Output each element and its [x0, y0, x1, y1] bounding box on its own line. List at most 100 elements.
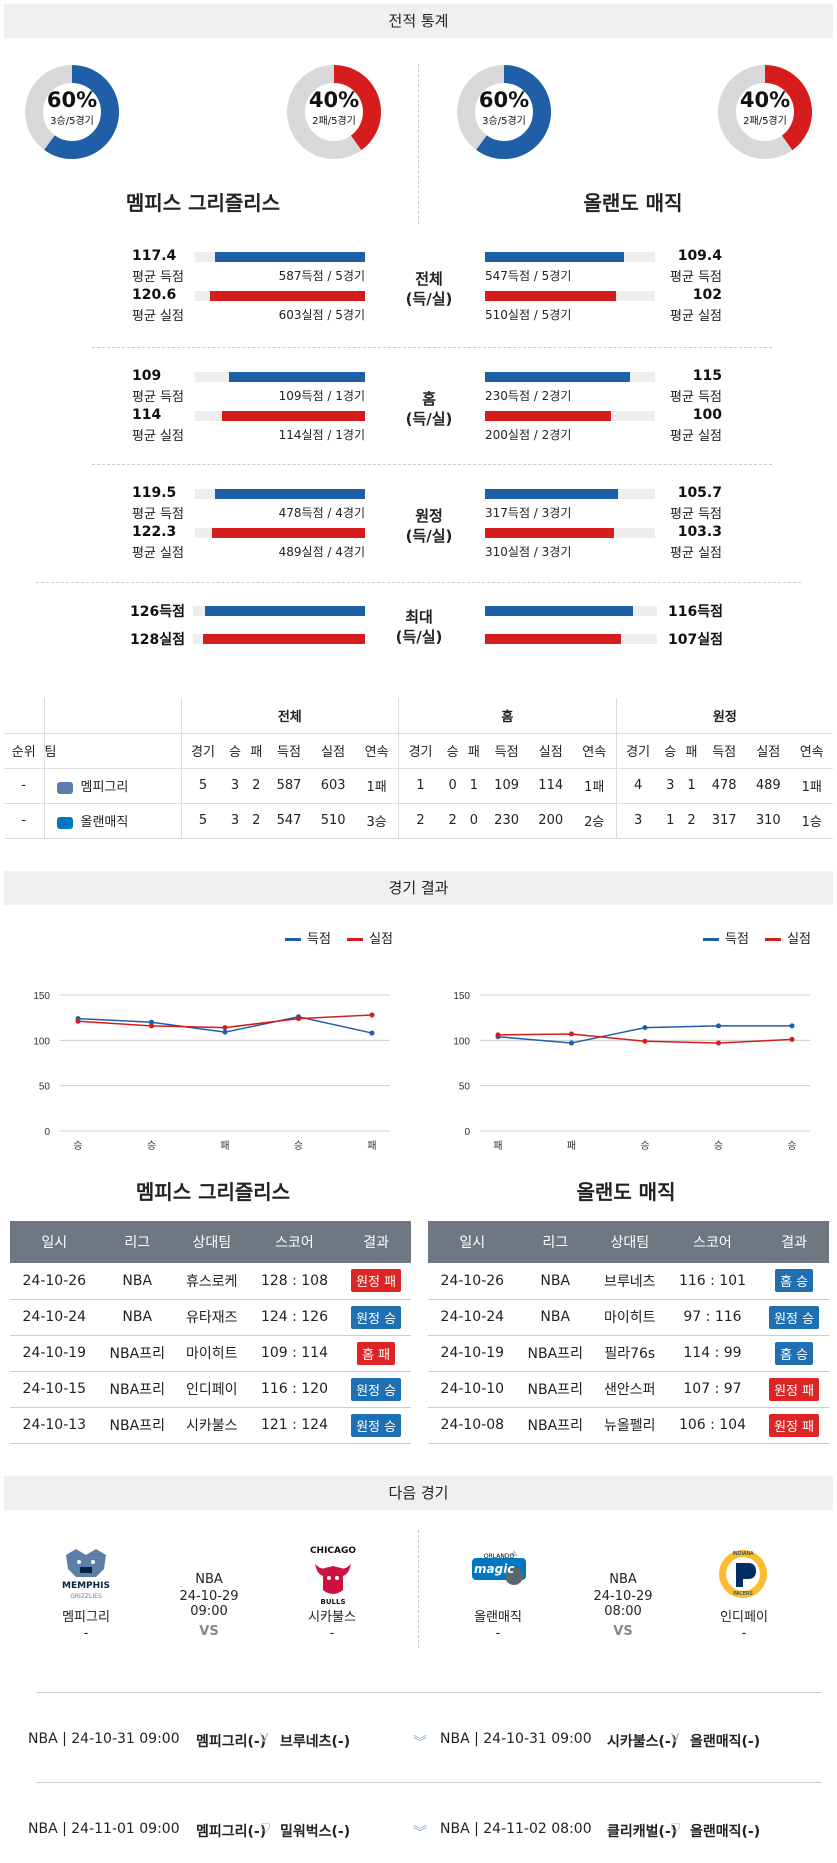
legend-label: 실점 [787, 932, 811, 947]
upcoming-away-left[interactable]: 밀워벅스(-) [280, 1824, 351, 1840]
col-header: 팀 [43, 733, 181, 769]
upcoming-info-right[interactable]: NBA | 24-11-02 08:00 [440, 1821, 592, 1837]
logo-subtext: BULLS [320, 1598, 346, 1606]
avg-score-left: 109 [132, 368, 162, 384]
upcoming-home-left[interactable]: 멤피그리(-) [196, 1824, 267, 1840]
table-cell: 원정 승 [341, 1371, 411, 1408]
table-cell: 홈 승 [759, 1263, 829, 1300]
table-cell: 1 [680, 768, 703, 804]
data-point [569, 1040, 574, 1046]
table-cell: 1승 [790, 803, 833, 839]
table-cell: NBA [98, 1263, 176, 1300]
table-row: 24-10-24 NBA 마이히트 97 : 116 원정 승 [428, 1299, 829, 1336]
table-cell: 24-10-24 [428, 1299, 517, 1336]
table-cell[interactable]: 유타재즈 [175, 1299, 248, 1336]
loss-bar-caption: 310실점 / 3경기 [485, 545, 572, 559]
legend-label: 득점 [307, 932, 331, 947]
avg-loss-right: 103.3 [677, 524, 722, 540]
divider [92, 347, 772, 348]
shield-icon: ⛉ [261, 1821, 271, 1835]
table-cell[interactable]: 마이히트 [175, 1335, 248, 1372]
donut-arc [25, 65, 119, 159]
compare-label-2: (득/실) [405, 410, 453, 428]
max-loss-right: 107실점 [668, 632, 723, 648]
col-header: 상대팀 [593, 1221, 666, 1263]
upcoming-info-right[interactable]: NBA | 24-10-31 09:00 [440, 1731, 592, 1747]
table-cell: 1 [463, 768, 485, 804]
divider [36, 582, 801, 583]
table-cell[interactable]: 뉴올펠리 [593, 1407, 666, 1444]
upcoming-home-right[interactable]: 클리캐벌(-) [607, 1824, 678, 1840]
result-badge: 원정 승 [351, 1305, 402, 1329]
col-header: 실점 [311, 733, 356, 769]
table-cell: 24-10-19 [428, 1335, 517, 1372]
donut-percent: 40% [739, 88, 791, 112]
table-cell[interactable]: 마이히트 [593, 1299, 666, 1336]
score-bar-right [485, 372, 630, 382]
x-tick-label: 승 [147, 1140, 156, 1150]
team-name[interactable]: 멤피그리 [80, 780, 129, 795]
next-left-home-name[interactable]: 멤피그리 [62, 1610, 110, 1625]
col-header: 연속 [790, 733, 833, 769]
table-cell[interactable]: 시카불스 [175, 1407, 248, 1444]
col-header: 득점 [702, 733, 747, 769]
chevron-down-icon[interactable]: ︾ [413, 1825, 427, 1841]
table-row: - 올랜매직 5 3 2 547 510 3승 2 2 0 230 200 2승 3 1 2 317 310 1승 [4, 803, 833, 839]
divider [36, 1782, 821, 1783]
table-row: 24-10-10 NBA프리 샌안스퍼 107 : 97 원정 패 [428, 1371, 829, 1408]
donut-caption: 2패/5경기 [312, 116, 356, 127]
donut-chart [457, 65, 551, 159]
table-cell: 116 : 120 [247, 1371, 342, 1408]
col-header: 패 [463, 733, 485, 769]
table-row: - 멤피그리 5 3 2 587 603 1패 1 0 1 109 114 1패 4 3 1 478 489 1패 [4, 768, 833, 804]
table-cell[interactable]: 필라76s [593, 1335, 666, 1372]
loss-bar-caption: 510실점 / 5경기 [485, 308, 572, 322]
data-point [369, 1012, 375, 1018]
table-cell: 원정 승 [341, 1299, 411, 1336]
table-cell: 홈 승 [759, 1335, 829, 1372]
x-tick-label: 패 [220, 1140, 229, 1150]
avg-score-caption: 평균 득점 [132, 507, 184, 522]
table-row: 24-10-26 NBA 휴스로케 128 : 108 원정 패 [10, 1263, 411, 1300]
logo-subtext: magic [474, 1562, 515, 1576]
team-name[interactable]: 올랜매직 [80, 815, 129, 830]
next-left-away-name[interactable]: 시카불스 [308, 1610, 356, 1625]
result-badge: 원정 승 [351, 1413, 402, 1437]
donut-percent: 40% [308, 88, 360, 112]
table-cell[interactable]: 휴스로케 [175, 1263, 248, 1300]
max-label-2: (득/실) [395, 628, 443, 646]
upcoming-info-left[interactable]: NBA | 24-10-31 09:00 [28, 1731, 180, 1747]
table-cell: 2 [245, 768, 267, 804]
table-cell: NBA [98, 1299, 176, 1336]
col-header: 경기 [615, 733, 660, 769]
upcoming-away-right[interactable]: 올랜매직(-) [690, 1824, 761, 1840]
table-cell: 3 [615, 803, 660, 839]
donut-right-win: 60% 3승/5경기 [457, 65, 551, 159]
x-tick-label: 패 [367, 1140, 376, 1150]
col-header: 리그 [516, 1221, 594, 1263]
next-right-away-name[interactable]: 인디페이 [720, 1610, 768, 1625]
memphis-logo-icon [56, 781, 73, 794]
table-cell[interactable]: 샌안스퍼 [593, 1371, 666, 1408]
team-title-right: 올랜도 매직 [583, 191, 683, 215]
chevron-down-icon[interactable]: ︾ [413, 1735, 427, 1751]
table-cell[interactable]: 인디페이 [175, 1371, 248, 1408]
upcoming-home-left[interactable]: 멤피그리(-) [196, 1734, 267, 1750]
table-cell: 489 [746, 768, 791, 804]
team-cell[interactable]: 멤피그리 [43, 768, 181, 804]
magic-logo-icon: ORLANDO magic [470, 1550, 528, 1594]
next-right-league: NBA [609, 1572, 637, 1587]
table-cell[interactable]: 브루네츠 [593, 1263, 666, 1300]
avg-loss-caption: 평균 실점 [670, 429, 722, 444]
team-cell[interactable]: 올랜매직 [43, 803, 181, 839]
upcoming-away-left[interactable]: 브루네츠(-) [280, 1734, 351, 1750]
col-header: 결과 [759, 1221, 829, 1263]
table-cell: 24-10-24 [10, 1299, 99, 1336]
col-header: 일시 [428, 1221, 517, 1263]
table-cell: NBA프리 [98, 1407, 176, 1444]
upcoming-info-left[interactable]: NBA | 24-11-01 09:00 [28, 1821, 180, 1837]
upcoming-away-right[interactable]: 올랜매직(-) [690, 1734, 761, 1750]
results-title-right: 올랜도 매직 [576, 1180, 676, 1204]
upcoming-home-right[interactable]: 시카불스(-) [607, 1734, 678, 1750]
next-right-home-name[interactable]: 올랜매직 [474, 1610, 522, 1625]
